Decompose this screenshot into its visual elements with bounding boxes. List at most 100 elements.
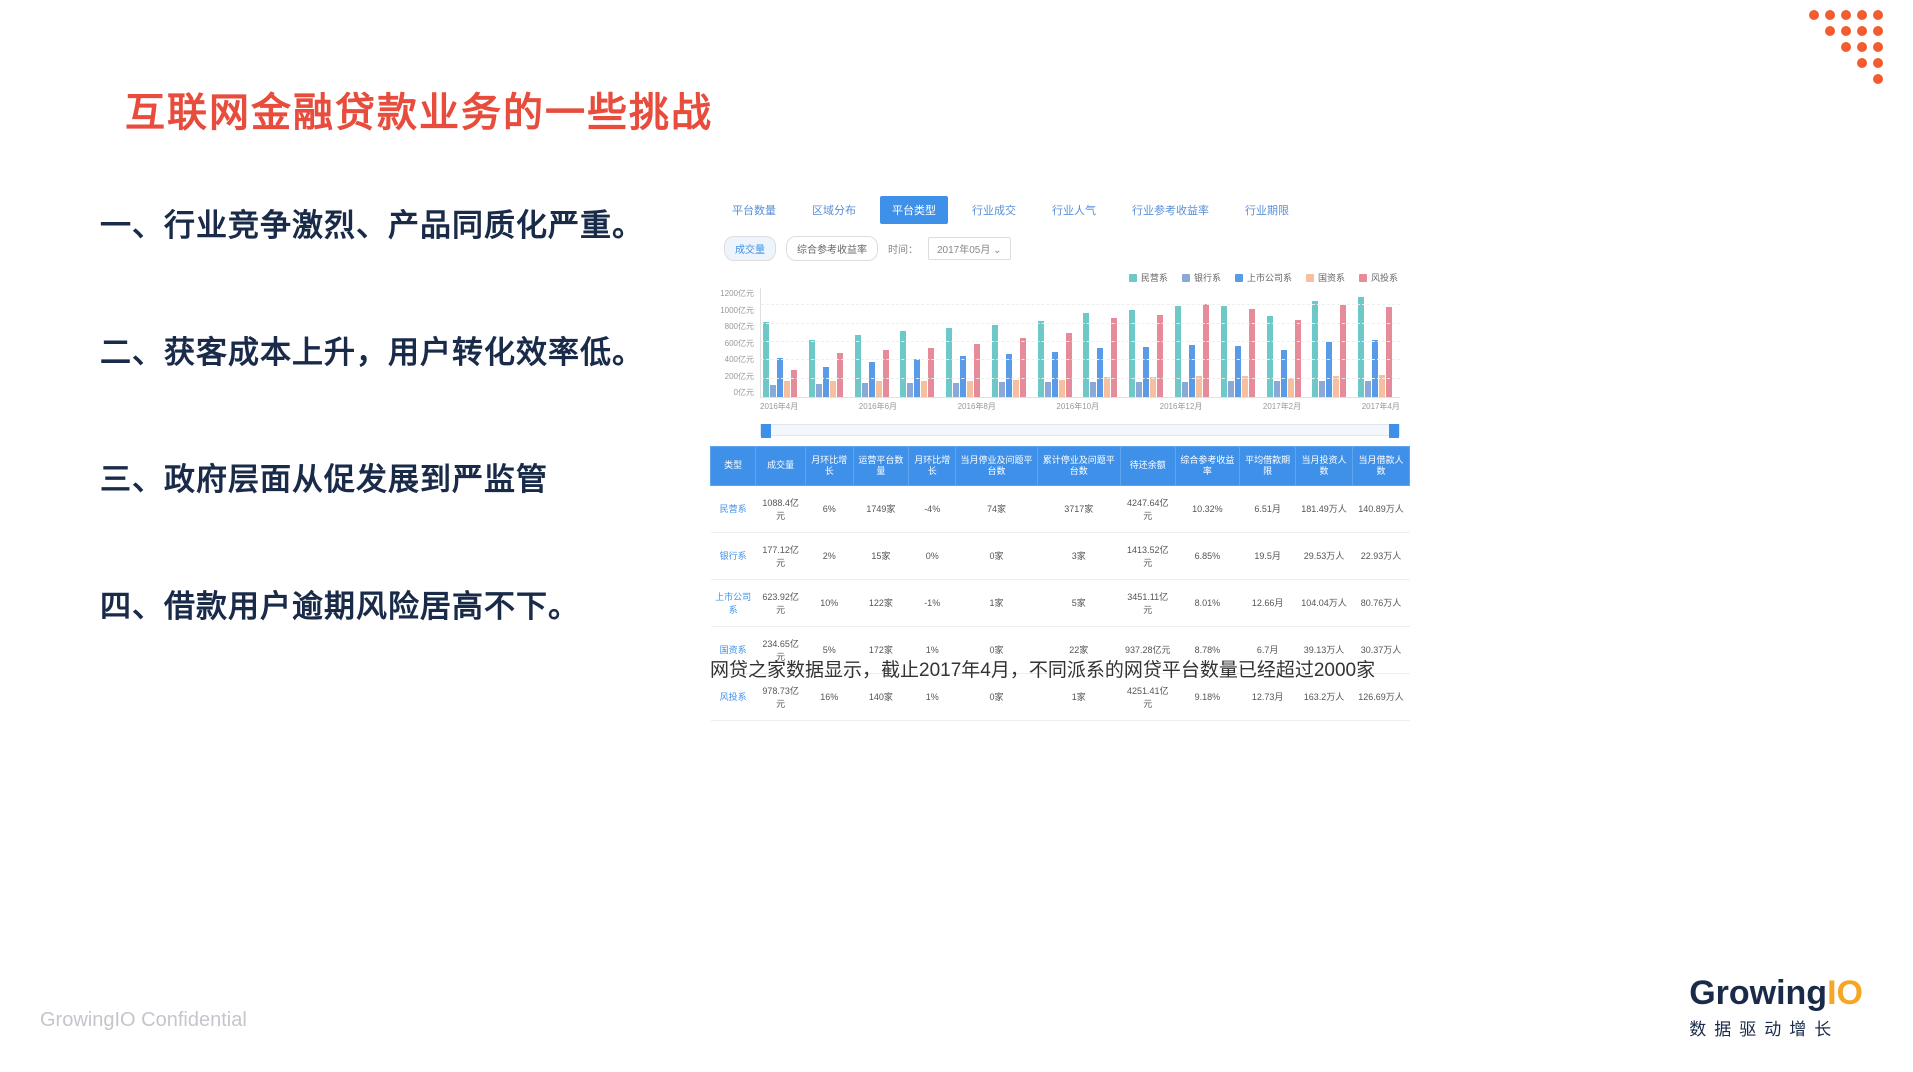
footer-confidential: GrowingIO Confidential (40, 1009, 247, 1032)
table-cell: 1家 (956, 579, 1037, 626)
logo-main: GrowingIO (1689, 974, 1863, 1013)
table-cell: 0家 (956, 532, 1037, 579)
bar (1090, 382, 1096, 397)
bar (1045, 382, 1051, 397)
tab-2[interactable]: 平台类型 (880, 196, 948, 224)
bar (1143, 347, 1149, 397)
table-cell: 3717家 (1037, 485, 1120, 532)
table-cell: 0% (909, 532, 956, 579)
chart-caption: 网贷之家数据显示，截止2017年4月，不同派系的网贷平台数量已经超过2000家 (710, 655, 1375, 682)
table-cell: 上市公司系 (711, 579, 756, 626)
tab-0[interactable]: 平台数量 (720, 196, 788, 224)
bar-group (946, 328, 988, 397)
table-cell: 8.01% (1175, 579, 1240, 626)
table-cell: 1413.52亿元 (1120, 532, 1175, 579)
bar (1136, 382, 1142, 397)
bar (862, 383, 868, 397)
table-cell: 623.92亿元 (756, 579, 806, 626)
bar (907, 383, 913, 397)
bar (823, 367, 829, 397)
table-header-row: 类型成交量月环比增长运营平台数量月环比增长当月停业及问题平台数累计停业及问题平台… (711, 447, 1410, 486)
bar-group (1312, 301, 1354, 397)
legend-item: 银行系 (1182, 271, 1221, 284)
table-cell: 1749家 (853, 485, 908, 532)
bar (1235, 346, 1241, 397)
scrubber-handle-left[interactable] (761, 424, 771, 438)
table-cell: 5家 (1037, 579, 1120, 626)
table-row: 银行系177.12亿元2%15家0%0家3家1413.52亿元6.85%19.5… (711, 532, 1410, 579)
table-header-cell: 类型 (711, 447, 756, 486)
table-cell: 140.89万人 (1352, 485, 1409, 532)
table-header-cell: 累计停业及问题平台数 (1037, 447, 1120, 486)
table-cell: -4% (909, 485, 956, 532)
bullet-3: 三、政府层面从促发展到严监管 (100, 454, 670, 499)
bar (1104, 377, 1110, 397)
period-selector[interactable]: 2017年05月 ⌄ (928, 237, 1011, 260)
bar-group (1083, 313, 1125, 397)
table-header-cell: 当月停业及问题平台数 (956, 447, 1037, 486)
table-cell: 6.51月 (1240, 485, 1296, 532)
bar-group (992, 325, 1034, 397)
time-label: 时间： (888, 241, 918, 256)
tab-5[interactable]: 行业参考收益率 (1120, 196, 1221, 224)
x-axis: 2016年4月2016年6月2016年8月2016年10月2016年12月201… (760, 398, 1400, 412)
tab-4[interactable]: 行业人气 (1040, 196, 1108, 224)
legend-item: 上市公司系 (1235, 271, 1292, 284)
table-row: 上市公司系623.92亿元10%122家-1%1家5家3451.11亿元8.01… (711, 579, 1410, 626)
bar (770, 385, 776, 397)
bar (1182, 382, 1188, 397)
table-cell: 10.32% (1175, 485, 1240, 532)
bullet-1: 一、行业竞争激烈、产品同质化严重。 (100, 200, 670, 245)
bar (1358, 297, 1364, 397)
bar (1150, 377, 1156, 397)
table-header-cell: 运营平台数量 (853, 447, 908, 486)
bar (1221, 306, 1227, 397)
table-cell: -1% (909, 579, 956, 626)
table-cell: 181.49万人 (1296, 485, 1353, 532)
bar-group (809, 340, 851, 397)
table-cell: 3家 (1037, 532, 1120, 579)
chart-area: 1200亿元1000亿元800亿元600亿元400亿元200亿元0亿元 2016… (710, 288, 1410, 418)
bullet-4: 四、借款用户逾期风险居高不下。 (100, 581, 670, 626)
bar (876, 381, 882, 397)
bar (1379, 375, 1385, 397)
legend-item: 民营系 (1129, 271, 1168, 284)
table-cell: 104.04万人 (1296, 579, 1353, 626)
table-cell: 29.53万人 (1296, 532, 1353, 579)
tab-3[interactable]: 行业成交 (960, 196, 1028, 224)
bar (791, 370, 797, 398)
table-header-cell: 成交量 (756, 447, 806, 486)
scrubber-handle-right[interactable] (1389, 424, 1399, 438)
time-scrubber[interactable] (760, 424, 1400, 436)
bar (960, 356, 966, 397)
bar (992, 325, 998, 397)
table-cell: 1088.4亿元 (756, 485, 806, 532)
subtab-volume[interactable]: 成交量 (724, 236, 776, 261)
bar (1340, 305, 1346, 397)
dashboard-panel: 平台数量区域分布平台类型行业成交行业人气行业参考收益率行业期限 成交量 综合参考… (710, 190, 1410, 721)
table-header-cell: 当月投资人数 (1296, 447, 1353, 486)
bar (1333, 376, 1339, 397)
tab-6[interactable]: 行业期限 (1233, 196, 1301, 224)
table-body: 民营系1088.4亿元6%1749家-4%74家3717家4247.64亿元10… (711, 485, 1410, 720)
bar (784, 381, 790, 397)
bar (999, 382, 1005, 397)
chevron-down-icon: ⌄ (993, 245, 1001, 256)
table-cell: 银行系 (711, 532, 756, 579)
table-cell: 19.5月 (1240, 532, 1296, 579)
bar (928, 348, 934, 398)
bar (1175, 306, 1181, 397)
bar (1196, 376, 1202, 397)
bar-group (1221, 306, 1263, 397)
legend-item: 风投系 (1359, 271, 1398, 284)
table-header-cell: 待还余额 (1120, 447, 1175, 486)
bar (1365, 381, 1371, 397)
bar (869, 362, 875, 397)
table-cell: 6.85% (1175, 532, 1240, 579)
bar (1097, 348, 1103, 398)
subtab-rate[interactable]: 综合参考收益率 (786, 236, 878, 261)
tab-1[interactable]: 区域分布 (800, 196, 868, 224)
bar (1372, 340, 1378, 397)
corner-decoration (1761, 10, 1883, 84)
chart-legend: 民营系银行系上市公司系国资系风投系 (710, 267, 1410, 288)
